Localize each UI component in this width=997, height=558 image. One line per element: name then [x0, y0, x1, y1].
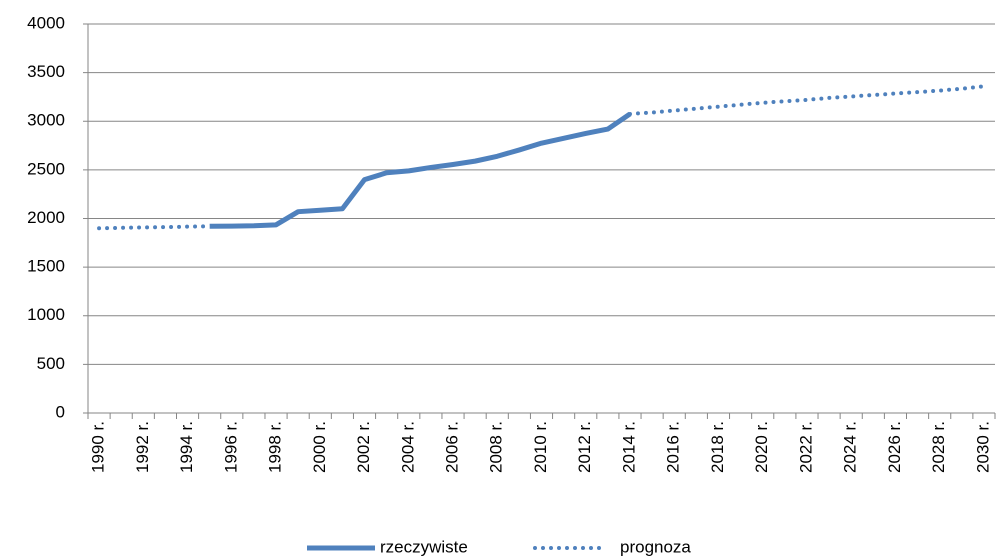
series-line	[97, 84, 986, 231]
x-tick-label: 2000 r.	[310, 421, 329, 473]
y-tick-label: 1500	[27, 257, 65, 276]
x-tick-label: 1998 r.	[266, 421, 285, 473]
legend-label: prognoza	[620, 537, 691, 556]
x-tick-label: 2002 r.	[354, 421, 373, 473]
x-tick-label: 2010 r.	[531, 421, 550, 473]
y-tick-label: 500	[37, 354, 65, 373]
x-tick-label: 2022 r.	[796, 421, 815, 473]
x-tick-label: 2012 r.	[575, 421, 594, 473]
x-tick-label: 2014 r.	[619, 421, 638, 473]
y-tick-label: 4000	[27, 13, 65, 32]
x-tick-label: 2020 r.	[752, 421, 771, 473]
x-tick-label: 2004 r.	[398, 421, 417, 473]
x-tick-label: 2018 r.	[708, 421, 727, 473]
x-tick-label: 2006 r.	[442, 421, 461, 473]
x-tick-label: 2024 r.	[841, 421, 860, 473]
x-tick-label: 2008 r.	[487, 421, 506, 473]
x-tick-label: 2030 r.	[973, 421, 992, 473]
y-tick-label: 2000	[27, 208, 65, 227]
y-tick-label: 3000	[27, 111, 65, 130]
x-tick-label: 2026 r.	[885, 421, 904, 473]
x-tick-label: 1994 r.	[177, 421, 196, 473]
y-tick-label: 1000	[27, 305, 65, 324]
legend-label: rzeczywiste	[380, 537, 468, 556]
series-line	[209, 111, 632, 229]
x-tick-label: 2016 r.	[664, 421, 683, 473]
x-tick-label: 1992 r.	[133, 421, 152, 473]
y-tick-label: 0	[56, 402, 65, 421]
x-tick-label: 1996 r.	[221, 421, 240, 473]
y-tick-label: 3500	[27, 62, 65, 81]
x-tick-label: 1990 r.	[89, 421, 108, 473]
x-tick-label: 2028 r.	[929, 421, 948, 473]
y-tick-label: 2500	[27, 159, 65, 178]
